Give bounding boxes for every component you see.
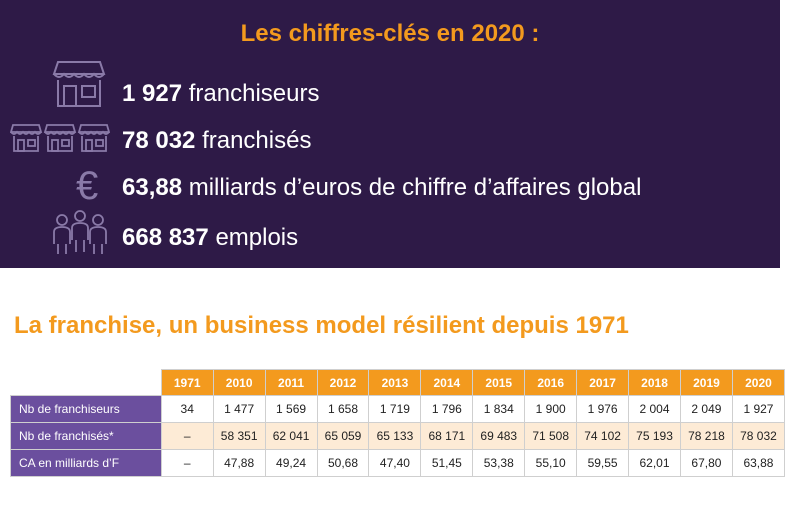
table-cell: 1 569 (264, 395, 318, 423)
table-cell: 59,55 (576, 449, 630, 477)
table-cell: 58 351 (212, 422, 266, 450)
table-cell: 1 927 (731, 395, 785, 423)
table-cell: 74 102 (576, 422, 630, 450)
year-header: 2018 (628, 369, 681, 396)
year-header: 2017 (576, 369, 630, 396)
table-row: Nb de franchisés* – 58 351 62 041 65 059… (10, 422, 785, 450)
year-header: 1971 (160, 369, 214, 396)
three-stores-icon (10, 124, 110, 152)
table-cell: 2 049 (679, 395, 733, 423)
table-cell: 71 508 (524, 422, 578, 450)
table-cell: 65 059 (316, 422, 370, 450)
table-cell: 50,68 (316, 449, 370, 477)
table-cell: 34 (160, 395, 214, 423)
table-row: CA en milliards d’F – 47,88 49,24 50,68 … (10, 449, 785, 477)
table-cell: 1 719 (368, 395, 422, 423)
row-label: Nb de franchisés* (10, 422, 162, 450)
euro-icon: € (76, 164, 99, 208)
table-cell: 65 133 (368, 422, 422, 450)
year-header: 2015 (472, 369, 526, 396)
table-cell: 62,01 (628, 449, 681, 477)
table-cell: 68 171 (420, 422, 474, 450)
table-cell: 69 483 (472, 422, 526, 450)
key-figures-panel: Les chiffres-clés en 2020 : 1 927 franch… (0, 0, 780, 268)
year-header: 2011 (264, 369, 318, 396)
table-cell: 67,80 (679, 449, 733, 477)
year-header: 2019 (679, 369, 733, 396)
table-cell: 78 032 (731, 422, 785, 450)
stat-franchises: 78 032 franchisés (122, 127, 311, 155)
stat-value: 668 837 (122, 224, 209, 251)
section-heading: La franchise, un business model résilien… (14, 312, 629, 339)
table-cell: – (160, 449, 214, 477)
table-cell: 75 193 (628, 422, 681, 450)
stat-label: franchiseurs (188, 80, 320, 107)
row-label: Nb de franchiseurs (10, 395, 162, 423)
year-header: 2020 (731, 369, 785, 396)
table-cell: 1 976 (576, 395, 630, 423)
table-cell: 47,88 (212, 449, 266, 477)
year-header: 2016 (524, 369, 578, 396)
table-cell: 63,88 (731, 449, 785, 477)
table-cell: 1 796 (420, 395, 474, 423)
table-cell: – (160, 422, 214, 450)
panel-title: Les chiffres-clés en 2020 : (240, 20, 540, 47)
table-corner (10, 369, 162, 396)
stat-value: 63,88 (122, 174, 183, 201)
stat-franchiseurs: 1 927 franchiseurs (122, 80, 319, 108)
row-label: CA en milliards d’F (10, 449, 162, 477)
stat-label: milliards d’euros de chiffre d’affaires … (188, 174, 642, 201)
table-cell: 78 218 (679, 422, 733, 450)
table-cell: 1 658 (316, 395, 370, 423)
table-header-row: 1971 2010 2011 2012 2013 2014 2015 2016 … (10, 369, 785, 396)
stat-label: franchisés (202, 127, 312, 154)
table-cell: 53,38 (472, 449, 526, 477)
stat-chiffre-affaires: 63,88 milliards d’euros de chiffre d’aff… (122, 174, 641, 202)
table-cell: 47,40 (368, 449, 422, 477)
table-cell: 55,10 (524, 449, 578, 477)
stat-label: emplois (215, 224, 299, 251)
table-cell: 62 041 (264, 422, 318, 450)
table-cell: 49,24 (264, 449, 318, 477)
table-cell: 1 834 (472, 395, 526, 423)
people-icon (53, 210, 107, 254)
stat-value: 1 927 (122, 80, 183, 107)
year-header: 2014 (420, 369, 474, 396)
year-header: 2013 (368, 369, 422, 396)
year-header: 2010 (212, 369, 266, 396)
year-header: 2012 (316, 369, 370, 396)
table-cell: 51,45 (420, 449, 474, 477)
stat-value: 78 032 (122, 127, 196, 154)
table-cell: 1 900 (524, 395, 578, 423)
stat-emplois: 668 837 emplois (122, 224, 298, 252)
key-figures-table: 1971 2010 2011 2012 2013 2014 2015 2016 … (10, 369, 785, 477)
table-cell: 1 477 (212, 395, 266, 423)
table-row: Nb de franchiseurs 34 1 477 1 569 1 658 … (10, 395, 785, 423)
storefront-icon (52, 61, 106, 107)
table-cell: 2 004 (628, 395, 681, 423)
